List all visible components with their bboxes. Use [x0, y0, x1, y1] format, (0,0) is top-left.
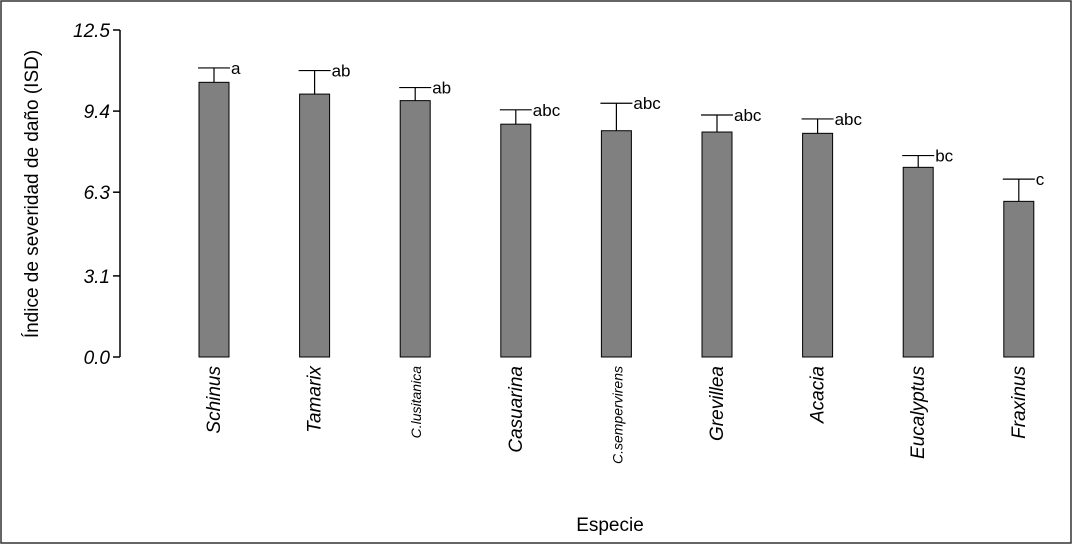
x-category-label: Acacia — [808, 366, 829, 424]
x-axis-title: Especie — [576, 515, 644, 536]
y-tick-label: 6.3 — [84, 183, 111, 204]
bar — [902, 166, 934, 358]
y-axis-title: Índice de severidad de daño (ISD) — [22, 50, 43, 338]
y-tick-label: 9.4 — [84, 102, 110, 123]
bar — [198, 81, 230, 358]
significance-label: abc — [734, 106, 762, 125]
significance-label: c — [1036, 170, 1045, 189]
x-category-label: Eucalyptus — [908, 366, 929, 459]
x-category-label: Fraxinus — [1009, 366, 1030, 439]
significance-label: a — [231, 59, 241, 78]
x-category-label: C.lusitanica — [408, 366, 424, 439]
bar — [701, 131, 733, 358]
y-tick-label: 0.0 — [84, 348, 111, 369]
y-tick-label: 12.5 — [73, 21, 110, 42]
significance-label: bc — [935, 147, 953, 166]
bar — [299, 93, 331, 358]
bar — [500, 123, 532, 358]
significance-label: ab — [332, 62, 351, 81]
x-category-label: Casuarina — [506, 366, 527, 453]
x-category-label: Schinus — [204, 366, 225, 434]
significance-label: abc — [835, 110, 863, 129]
x-category-label: C.sempervirens — [609, 366, 625, 464]
y-tick-label: 3.1 — [84, 267, 110, 288]
significance-label: abc — [533, 101, 561, 120]
bar — [802, 132, 834, 358]
bar — [600, 130, 632, 358]
significance-label: abc — [633, 94, 661, 113]
bar — [399, 100, 431, 358]
x-category-label: Tamarix — [305, 365, 326, 433]
significance-label: ab — [432, 79, 451, 98]
bar — [1003, 200, 1035, 358]
x-category-label: Grevillea — [707, 366, 728, 441]
